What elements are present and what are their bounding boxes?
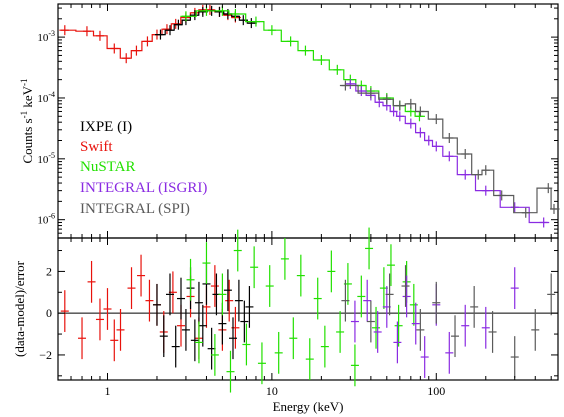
x-tick-label: 1 (104, 384, 110, 398)
model-line-integral-isgri (344, 83, 550, 224)
y-tick-label: −2 (39, 348, 52, 362)
y-tick-label: 10-3 (37, 29, 55, 44)
spectrum-axes: 10-6 10-5 10-4 10-3 (37, 4, 558, 239)
spectrum-data (59, 4, 560, 228)
series-integral-isgri (344, 78, 550, 228)
y-tick-label: 10-5 (37, 151, 55, 166)
y-tick-label: 2 (46, 264, 52, 278)
legend-item-swift: Swift (80, 139, 113, 155)
series-swift (59, 4, 241, 64)
y-tick-label: 0 (46, 306, 52, 320)
legend-item-integral-spi: INTEGRAL (SPI) (80, 201, 190, 217)
residuals-ylabel: (data-model)/error (12, 260, 27, 357)
residual-series-swift (60, 254, 240, 362)
legend-item-ixpe: IXPE (I) (80, 119, 132, 135)
series-integral-spi (339, 80, 560, 218)
residuals-panel-frame (57, 237, 559, 381)
model-line-integral-spi (339, 84, 560, 214)
spectrum-ylabel: Counts s-1 keV-1 (19, 78, 35, 163)
model-line-nustar (180, 10, 425, 117)
y-tick-label: 10-6 (37, 212, 55, 227)
residual-series-ixpe-i (152, 263, 254, 370)
x-tick-label: 100 (427, 384, 445, 398)
residual-series-nustar (186, 227, 418, 393)
residual-series-integral-spi (341, 265, 556, 378)
residuals-axes: −2 0 2 1 10 100 (39, 238, 558, 398)
spectrum-legend: IXPE (I) Swift NuSTAR INTEGRAL (ISGRI) I… (80, 119, 207, 217)
series-nustar (180, 5, 425, 122)
legend-item-integral-isgri: INTEGRAL (ISGRI) (80, 180, 207, 196)
residuals-data (58, 227, 558, 393)
energy-xlabel: Energy (keV) (273, 399, 344, 414)
y-tick-label: 10-4 (37, 90, 55, 105)
x-tick-label: 10 (266, 384, 278, 398)
legend-item-nustar: NuSTAR (80, 159, 135, 175)
